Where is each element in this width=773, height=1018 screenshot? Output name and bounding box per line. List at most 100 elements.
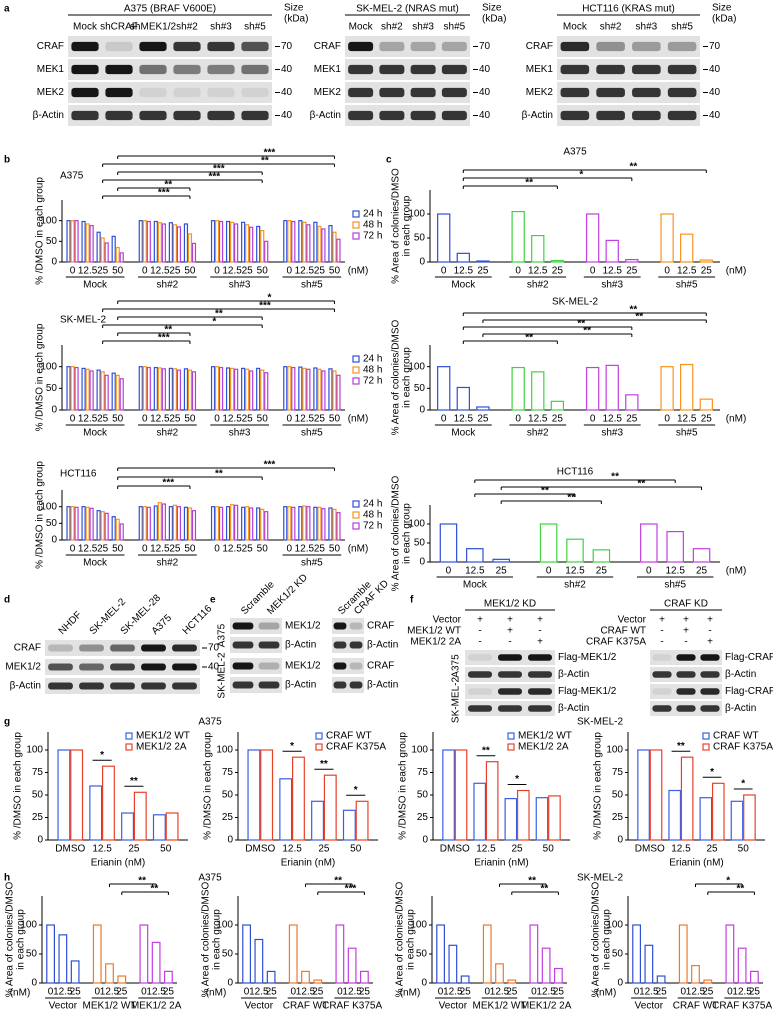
x-tick-label: 0 xyxy=(664,266,670,277)
bar xyxy=(245,506,250,541)
x-axis-label: Erianin (nM) xyxy=(281,858,335,869)
sig-label: ** xyxy=(320,759,328,770)
y-tick-label: 50 xyxy=(417,790,429,801)
blot-band xyxy=(79,663,104,671)
group-label: sh#2 xyxy=(157,280,179,291)
y-axis-label: in each group xyxy=(402,195,413,256)
group-label: sh#5 xyxy=(301,428,323,439)
sig-label: * xyxy=(290,741,294,752)
y-tick-label: 75 xyxy=(612,767,624,778)
unit-label: (nM) xyxy=(348,544,369,555)
condition-mark: - xyxy=(478,637,481,648)
blot-title: CRAF KD xyxy=(664,599,708,610)
sig-label: ** xyxy=(577,319,585,330)
blot-band xyxy=(379,110,405,121)
x-tick-label: 25 xyxy=(596,566,608,577)
condition-mark: + xyxy=(507,615,513,626)
row-label: β-Actin xyxy=(33,110,64,121)
bar xyxy=(74,220,79,263)
row-label: MEK1/2 xyxy=(285,621,321,632)
bar xyxy=(535,797,549,841)
condition-mark: - xyxy=(508,637,511,648)
y-axis-label: % Area of colonies/DMSO xyxy=(201,881,212,997)
legend-label: 48 h xyxy=(363,365,382,376)
bar xyxy=(183,223,189,263)
group-label: sh#5 xyxy=(301,280,323,291)
x-tick-label: 12.5 xyxy=(665,566,685,577)
group-label: sh#5 xyxy=(301,558,323,569)
row-label: CRAF xyxy=(526,41,553,52)
x-tick-label: 12.5 xyxy=(528,266,548,277)
bar xyxy=(187,507,193,541)
blot-strip xyxy=(345,82,470,103)
sig-label: *** xyxy=(158,188,170,199)
x-tick-label: 25 xyxy=(707,844,719,855)
blot-band xyxy=(632,87,661,98)
lane-label: HCT116 xyxy=(181,603,215,637)
bar xyxy=(146,366,151,411)
blot-band xyxy=(79,644,104,652)
lane-label: sh#5 xyxy=(244,22,266,33)
group-label: MEK1/2 2A xyxy=(131,1001,182,1012)
blot-band xyxy=(79,682,104,690)
blot-band xyxy=(173,87,201,98)
x-axis-label: Erianin (nM) xyxy=(474,858,528,869)
x-tick-label: 12.5 xyxy=(454,266,474,277)
bar xyxy=(153,505,158,541)
blot-band xyxy=(232,641,254,649)
legend-label: MEK1/2 WT xyxy=(136,731,190,742)
legend-label: CRAF WT xyxy=(326,731,372,742)
x-tick-label: 50 xyxy=(329,266,341,277)
y-tick-label: 0 xyxy=(617,978,623,989)
blot-band xyxy=(241,64,269,75)
bar xyxy=(317,506,322,541)
bar xyxy=(321,228,326,263)
x-tick-label: 12.5 xyxy=(146,987,166,998)
bar xyxy=(750,970,759,984)
bar xyxy=(637,749,650,841)
blot-strip xyxy=(345,59,470,80)
blot-band xyxy=(498,671,522,678)
sig-label: * xyxy=(212,317,216,328)
condition-mark: - xyxy=(660,626,663,637)
group-label: sh#2 xyxy=(157,558,179,569)
blot-band xyxy=(232,662,254,670)
y-tick-label: 25 xyxy=(417,812,429,823)
x-tick-label: 0 xyxy=(142,544,148,555)
legend-label: 24 h xyxy=(363,499,382,510)
bar xyxy=(287,366,292,411)
x-tick-label: 0 xyxy=(515,266,521,277)
bar xyxy=(214,366,220,411)
blot-band xyxy=(139,87,167,98)
blot-band xyxy=(172,682,197,690)
size-label: Size xyxy=(482,3,502,14)
bar xyxy=(119,252,124,263)
bar xyxy=(161,503,166,541)
blot-band xyxy=(333,681,347,689)
y-tick-label: 0 xyxy=(51,257,57,268)
y-tick-label: 50 xyxy=(612,949,624,960)
bar xyxy=(592,549,611,563)
group-label: sh#5 xyxy=(676,428,698,439)
group-label: sh#2 xyxy=(527,428,549,439)
bar xyxy=(311,800,325,841)
condition-label: CRAF K375A xyxy=(586,637,646,648)
row-label: MEK2 xyxy=(37,87,65,98)
bar xyxy=(183,368,189,411)
blot-band xyxy=(71,41,99,52)
blot-band xyxy=(139,41,167,52)
bar xyxy=(737,947,747,984)
x-tick-label: 0 xyxy=(287,266,293,277)
condition-mark: - xyxy=(684,637,687,648)
y-axis-label: in each group xyxy=(406,909,417,970)
x-tick-label: 25 xyxy=(626,266,638,277)
x-tick-label: 12.5 xyxy=(732,987,752,998)
x-tick-label: 12.5 xyxy=(443,987,463,998)
blot-band xyxy=(632,64,661,75)
sig-label: *** xyxy=(213,164,225,175)
x-tick-label: 0 xyxy=(484,987,490,998)
blot-band xyxy=(468,705,492,712)
group-label: sh#3 xyxy=(601,280,623,291)
bar xyxy=(313,506,318,541)
blot-band xyxy=(110,644,135,652)
